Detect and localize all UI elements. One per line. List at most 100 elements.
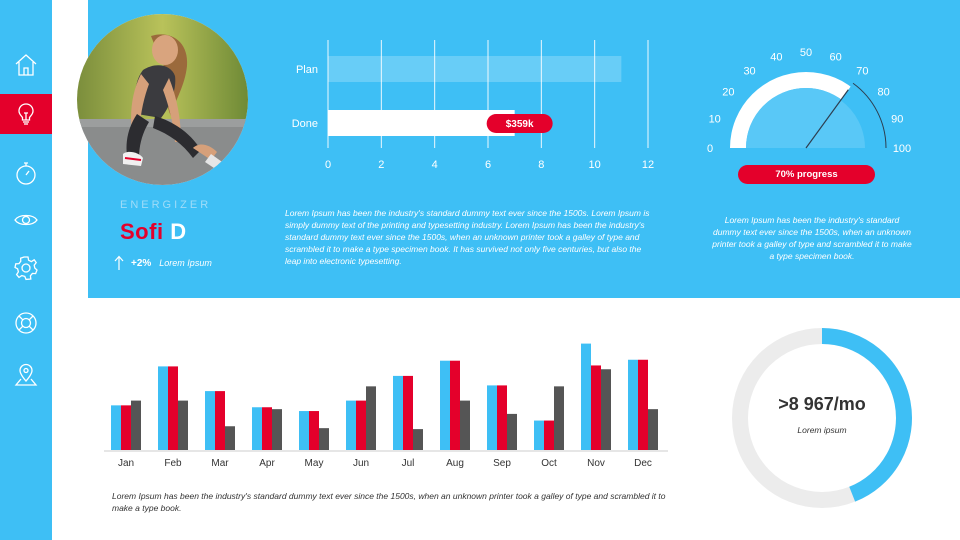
progress-gauge: 0 10 20 30 40 50 60 70 80 90 100 [707,47,911,155]
x-tick-label: 12 [642,159,654,171]
monthly-description: Lorem Ipsum has been the industry's stan… [112,491,666,513]
month-label: Dec [634,458,652,469]
map-pin-icon [14,363,38,386]
month-label: Jul [402,458,415,469]
bar-may-series-2 [309,411,319,450]
plan-done-chart: 0 2 4 6 8 10 12 Plan Done $359k [292,40,654,171]
bar-sep-series-3 [507,413,517,450]
bar-may-series-3 [319,428,329,450]
bar-mar-series-3 [225,426,235,450]
month-label: Oct [541,458,557,469]
gauge-tick-label: 20 [722,87,734,99]
x-tick-label: 2 [378,159,384,171]
bar-aug-series-2 [450,360,460,450]
growth-label: Lorem Ipsum [159,258,212,268]
gauge-tick-label: 80 [878,87,890,99]
bar-jul-series-1 [393,375,403,450]
bar-oct-series-3 [554,386,564,450]
x-tick-label: 4 [432,159,438,171]
profile-role: ENERGIZER [120,199,212,211]
bar-plan [328,56,622,82]
gauge-tick-label: 0 [707,143,713,155]
athlete-photo [77,14,248,185]
bar-aug-series-1 [440,360,450,450]
top-panel [88,0,960,298]
bar-jul-series-2 [403,375,413,450]
bar-jan-series-1 [111,405,121,450]
gauge-face [746,88,866,148]
month-label: Jan [118,458,134,469]
gauge-track [730,72,882,148]
profile-first-name: Sofi [120,219,164,244]
donut-value: >8 967/mo [778,394,866,414]
sidebar-item-support[interactable] [0,303,52,343]
gauge-description: Lorem Ipsum has been the industry's stan… [712,215,912,261]
bar-apr-series-2 [262,407,272,450]
bar-jun-series-1 [346,400,356,450]
month-label: Nov [587,458,605,469]
sidebar-item-timer[interactable] [0,153,52,193]
sidebar-item-settings[interactable] [0,248,52,288]
bar-jan-series-3 [131,400,141,450]
bar-may-series-1 [299,411,309,450]
gauge-tick-label: 70 [856,65,868,77]
growth-value: +2% [131,257,152,269]
sidebar-item-view[interactable] [0,200,52,240]
sidebar-item-ideas[interactable] [0,94,52,134]
profile-name: Sofi D [120,219,187,245]
progress-badge: 70% progress [738,165,875,184]
category-label: Plan [296,64,318,76]
month-label: Jun [353,458,369,469]
month-label: Apr [259,458,275,469]
bar-jul-series-3 [413,429,423,450]
bar-feb-series-3 [178,400,188,450]
month-label: Mar [211,458,229,469]
bar-sep-series-2 [497,385,507,450]
gauge-needle [805,89,849,149]
month-label: May [305,458,324,469]
eye-icon [14,214,38,226]
bar-dec-series-2 [638,359,648,450]
x-tick-label: 6 [485,159,491,171]
gauge-tick-label: 100 [893,143,911,155]
gear-icon [14,256,38,281]
lifebuoy-icon [15,312,37,334]
donut-label: Lorem ipsum [797,425,847,435]
profile-growth: +2% Lorem Ipsum [113,255,212,271]
stopwatch-icon [16,162,36,185]
donut-chart [732,328,912,508]
month-label: Aug [446,458,464,469]
sidebar [0,0,52,540]
x-tick-label: 10 [589,159,601,171]
done-badge: $359k [506,119,534,130]
monthly-bar-chart: Jan Feb Mar Apr May Jun Jul Aug Sep Oct Nov Dec [104,343,668,469]
bar-jan-series-2 [121,405,131,450]
bar-jun-series-2 [356,400,366,450]
bar-feb-series-2 [168,366,178,450]
bar-sep-series-1 [487,385,497,450]
bar-mar-series-1 [205,391,215,450]
lightbulb-icon [18,103,34,125]
bar-done [328,110,515,136]
bar-aug-series-3 [460,400,470,450]
gauge-tick-label: 30 [743,65,755,77]
x-tick-label: 8 [538,159,544,171]
bar-dec-series-3 [648,409,658,450]
bar-dec-series-1 [628,359,638,450]
gauge-tick-label: 50 [800,47,812,59]
sidebar-item-map[interactable] [0,355,52,395]
bar-nov-series-3 [601,369,611,450]
month-label: Sep [493,458,511,469]
bar-nov-series-1 [581,343,591,450]
done-badge-bg [486,114,553,133]
bar-feb-series-1 [158,366,168,450]
home-icon [15,54,37,76]
x-tick-label: 0 [325,159,331,171]
sidebar-item-home[interactable] [0,45,52,85]
arrow-up-icon [114,255,124,270]
bar-mar-series-2 [215,391,225,450]
bar-nov-series-2 [591,365,601,450]
plan-description: Lorem Ipsum has been the industry's stan… [285,208,650,266]
gauge-remaining [840,85,883,148]
